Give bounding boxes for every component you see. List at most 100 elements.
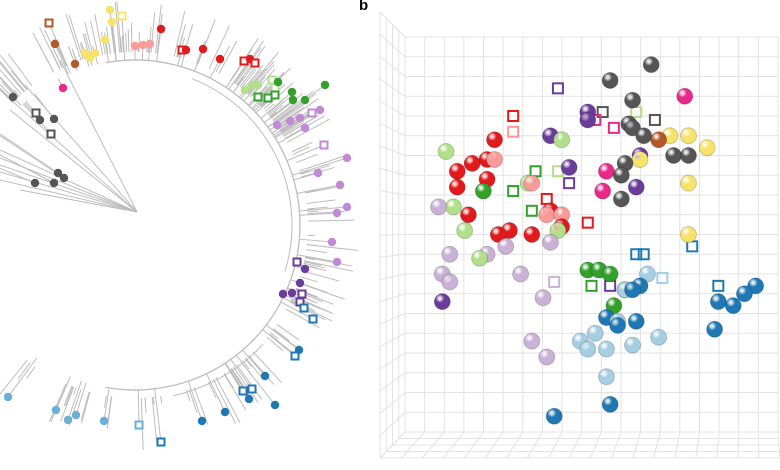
tree-branch — [0, 179, 138, 213]
tree-tip-circle — [49, 178, 59, 188]
tree-branch — [299, 212, 338, 216]
sphere-shade — [698, 139, 716, 157]
tree-branch — [125, 32, 128, 53]
tree-tip-circle — [300, 123, 310, 133]
scatter-point-square — [525, 204, 538, 217]
sphere-shade — [560, 158, 578, 176]
tree-tip-square — [270, 90, 280, 100]
tree-branch — [247, 64, 275, 95]
tree-tip-circle — [295, 278, 305, 288]
tree-branch — [285, 308, 320, 329]
scatter-point-sphere — [631, 151, 648, 168]
tree-branch — [273, 328, 290, 341]
sphere-shade — [650, 328, 668, 346]
tree-tip-square — [308, 314, 318, 324]
tree-tip-circle — [247, 80, 257, 90]
tree-branch — [19, 189, 138, 213]
tree-branch — [242, 64, 264, 91]
sphere-shade — [433, 293, 451, 311]
tree-branch — [120, 36, 123, 53]
scatter-point-sphere — [602, 72, 619, 89]
scatter-point-sphere — [650, 329, 667, 346]
scatter-point-sphere — [699, 139, 716, 156]
tree-branch — [236, 364, 263, 400]
sphere-shade — [627, 312, 645, 330]
scatter-point-sphere — [710, 293, 727, 310]
scatter-point-sphere — [602, 396, 619, 413]
tree-tip-circle — [260, 371, 270, 381]
scatter-point-sphere — [706, 321, 723, 338]
tree-tip-circle — [240, 85, 250, 95]
scatter-point-sphere — [523, 333, 540, 350]
scatter-point-sphere — [538, 348, 555, 365]
tree-branch — [173, 10, 186, 57]
scatter-point-sphere — [434, 293, 451, 310]
tree-tip-circle — [35, 115, 45, 125]
sphere-shade — [612, 190, 630, 208]
tree-branch — [0, 149, 138, 213]
phylogenetic-tree — [0, 1, 359, 450]
sphere-shade — [489, 226, 507, 243]
tree-branch — [270, 332, 279, 340]
tree-branch — [297, 282, 345, 300]
sphere-shade — [642, 56, 660, 74]
tree-branch — [275, 101, 308, 125]
sphere-shade — [474, 182, 492, 200]
tree-branch — [34, 93, 55, 120]
scatter-point-sphere — [475, 183, 492, 200]
scatter-point-sphere — [486, 151, 503, 168]
tree-branch — [156, 13, 163, 54]
tree-branch — [17, 362, 31, 380]
scatter-points — [430, 56, 765, 425]
tree-tip-circle — [138, 40, 148, 50]
tree-tip-circle — [342, 202, 352, 212]
tree-branch — [223, 372, 234, 389]
sphere-shade — [579, 340, 597, 358]
tree-branch — [296, 184, 341, 194]
panel-label-b: b — [359, 0, 369, 14]
tree-tip-circle — [315, 105, 325, 115]
scatter-point-sphere — [624, 281, 641, 298]
tree-branch — [300, 164, 330, 175]
tree-tip-circle — [156, 24, 166, 34]
tree-branch — [160, 396, 163, 404]
sphere-shade — [679, 127, 697, 145]
scatter-point-sphere — [579, 262, 596, 279]
sphere-shade — [627, 178, 645, 196]
tree-branch — [0, 62, 25, 93]
sphere-shade — [541, 233, 559, 251]
tree-branch — [267, 84, 326, 128]
scatter-point-square — [563, 177, 576, 190]
scatter-point-sphere — [549, 222, 566, 239]
tree-branch — [111, 21, 117, 62]
scatter-point-sphere — [561, 159, 578, 176]
sphere-shade — [624, 91, 642, 109]
sphere-shade — [441, 245, 459, 263]
tree-branch — [304, 256, 353, 267]
tree-branch — [260, 91, 293, 119]
tree-branch — [121, 15, 126, 61]
tree-branch — [60, 386, 75, 422]
scatter-point-sphere — [486, 131, 503, 148]
scatter-point-sphere — [624, 119, 641, 136]
scatter-point-square — [630, 248, 643, 261]
tree-branch — [299, 238, 333, 243]
scatter-point-sphere — [579, 111, 596, 128]
scatter-point-square — [712, 279, 725, 292]
sphere-shade — [624, 119, 642, 137]
scatter-point-sphere — [598, 341, 615, 358]
tree-branch — [73, 387, 77, 396]
tree-branch — [65, 386, 74, 406]
tree-branch — [244, 358, 253, 368]
tree-branch — [114, 1, 121, 53]
tree-branch — [154, 388, 162, 443]
tree-tip-circle — [145, 39, 155, 49]
sphere-shade — [523, 174, 541, 192]
sphere-shade — [597, 368, 615, 386]
sphere-shade — [605, 297, 623, 315]
sphere-shade — [459, 206, 477, 224]
tree-branch — [7, 53, 33, 87]
tree-tip-circle — [273, 77, 283, 87]
scatter-point-sphere — [471, 250, 488, 267]
scatter-point-sphere — [598, 163, 615, 180]
